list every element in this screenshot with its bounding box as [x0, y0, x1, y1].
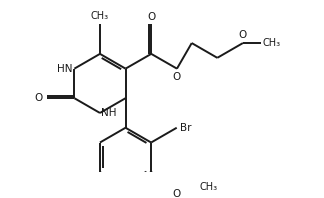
Text: O: O	[239, 30, 247, 40]
Text: HN: HN	[57, 64, 73, 74]
Text: CH₃: CH₃	[263, 38, 281, 48]
Text: CH₃: CH₃	[200, 182, 218, 192]
Text: CH₃: CH₃	[91, 11, 109, 21]
Text: NH: NH	[101, 108, 117, 118]
Text: Br: Br	[180, 123, 192, 133]
Text: O: O	[34, 93, 42, 103]
Text: O: O	[173, 189, 181, 198]
Text: O: O	[173, 72, 181, 82]
Text: O: O	[147, 12, 156, 22]
